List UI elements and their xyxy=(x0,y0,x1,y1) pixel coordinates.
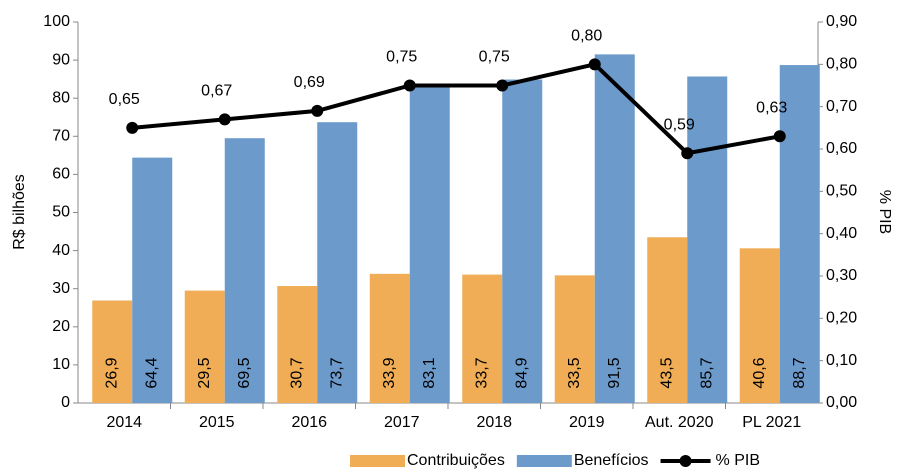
line-value-label: 0,59 xyxy=(664,116,695,133)
line-value-label: 0,63 xyxy=(756,100,787,117)
legend-swatch xyxy=(516,455,572,467)
y-tick-label: 10 xyxy=(52,356,70,373)
line-point xyxy=(588,58,601,71)
x-tick-label: 2018 xyxy=(476,414,512,431)
bar-value-label: 88,7 xyxy=(791,357,808,388)
bar xyxy=(132,157,173,403)
y2-tick-label: 0,20 xyxy=(826,310,857,327)
x-tick-label: 2016 xyxy=(291,414,327,431)
legend-label: Benefícios xyxy=(574,452,649,469)
bar-value-label: 64,4 xyxy=(143,357,160,388)
legend-label: % PIB xyxy=(716,452,760,469)
y-tick-label: 70 xyxy=(52,128,70,145)
bar xyxy=(502,79,543,403)
line-value-label: 0,80 xyxy=(571,28,602,45)
bar xyxy=(409,86,450,403)
y-tick-label: 100 xyxy=(43,13,70,30)
y2-tick-label: 0,90 xyxy=(826,13,857,30)
x-tick-label: 2017 xyxy=(384,414,420,431)
legend-swatch xyxy=(350,455,405,467)
y-tick-label: 50 xyxy=(52,204,70,221)
y2-tick-label: 0,40 xyxy=(826,225,857,242)
y2-tick-label: 0,60 xyxy=(826,140,857,157)
line-point xyxy=(681,147,694,160)
bar xyxy=(224,138,265,403)
bar xyxy=(554,275,595,403)
x-tick-label: 2019 xyxy=(569,414,605,431)
bar-value-label: 85,7 xyxy=(698,357,715,388)
bar-value-label: 29,5 xyxy=(196,357,213,388)
line-value-label: 0,65 xyxy=(109,91,140,108)
y-tick-label: 20 xyxy=(52,318,70,335)
line-point xyxy=(403,79,416,92)
bar xyxy=(739,248,780,403)
line-point xyxy=(218,113,231,126)
bar-value-label: 33,5 xyxy=(566,357,583,388)
bar xyxy=(184,290,225,403)
line-point xyxy=(126,121,139,134)
bar-value-label: 83,1 xyxy=(421,357,438,388)
bar xyxy=(647,237,688,403)
bar xyxy=(594,54,635,403)
y-tick-label: 80 xyxy=(52,89,70,106)
bar-value-label: 73,7 xyxy=(328,357,345,388)
x-tick-label: Aut. 2020 xyxy=(645,414,714,431)
bar xyxy=(92,300,133,403)
y2-axis-label: % PIB xyxy=(876,190,893,234)
y-tick-label: 60 xyxy=(52,166,70,183)
y-tick-label: 90 xyxy=(52,51,70,68)
bar-value-label: 30,7 xyxy=(288,357,305,388)
bar xyxy=(779,65,820,403)
x-tick-label: 2015 xyxy=(199,414,235,431)
y2-tick-label: 0,00 xyxy=(826,394,857,411)
y-tick-label: 0 xyxy=(61,394,70,411)
y-axis-label: R$ bilhões xyxy=(11,174,28,250)
bar-value-label: 43,5 xyxy=(658,357,675,388)
y-tick-label: 40 xyxy=(52,242,70,259)
bar xyxy=(277,286,318,403)
bar-value-label: 26,9 xyxy=(103,357,120,388)
bar-value-label: 33,7 xyxy=(473,357,490,388)
y2-tick-label: 0,80 xyxy=(826,56,857,73)
x-tick-label: PL 2021 xyxy=(742,414,801,431)
x-tick-label: 2014 xyxy=(106,414,142,431)
bar-value-label: 69,5 xyxy=(236,357,253,388)
bar-value-label: 84,9 xyxy=(513,357,530,388)
line-value-label: 0,67 xyxy=(201,83,232,100)
line-value-label: 0,75 xyxy=(479,49,510,66)
line-point xyxy=(496,79,509,92)
line-point xyxy=(311,104,324,117)
bar xyxy=(462,274,503,403)
y2-tick-label: 0,10 xyxy=(826,352,857,369)
bar-value-label: 91,5 xyxy=(606,357,623,388)
y2-tick-label: 0,50 xyxy=(826,183,857,200)
line-value-label: 0,75 xyxy=(386,49,417,66)
y-tick-label: 30 xyxy=(52,280,70,297)
bar xyxy=(369,273,410,403)
bar xyxy=(687,76,728,403)
y2-tick-label: 0,70 xyxy=(826,98,857,115)
bar-value-label: 33,9 xyxy=(381,357,398,388)
line-value-label: 0,69 xyxy=(294,74,325,91)
bar-value-label: 40,6 xyxy=(751,357,768,388)
line-point xyxy=(773,130,786,143)
y2-tick-label: 0,30 xyxy=(826,267,857,284)
legend-marker xyxy=(679,455,692,467)
line xyxy=(132,62,781,156)
legend-label: Contribuições xyxy=(407,452,505,469)
bar xyxy=(317,122,358,403)
